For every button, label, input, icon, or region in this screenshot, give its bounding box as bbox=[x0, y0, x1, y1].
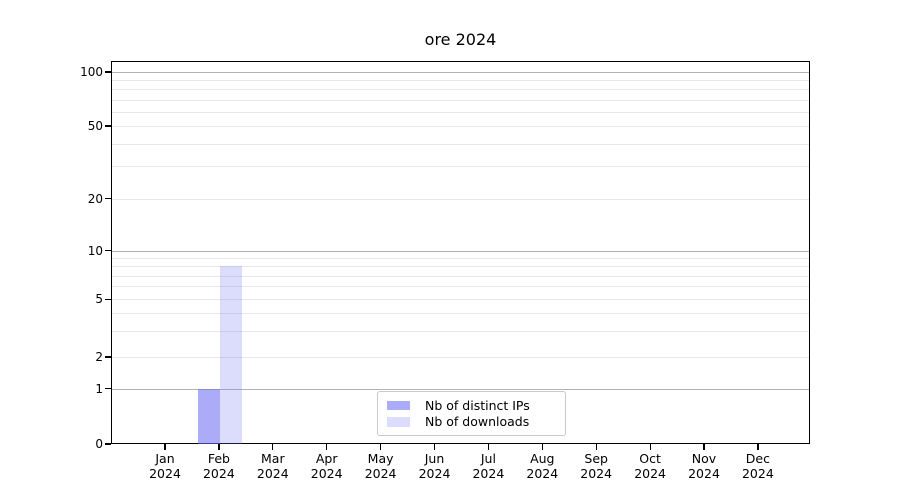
y-gridline-90 bbox=[112, 80, 809, 82]
x-tick-feb bbox=[218, 444, 220, 450]
y-tick-label-0: 0 bbox=[95, 437, 103, 451]
legend-swatch-distinct-ips bbox=[387, 400, 410, 410]
legend-swatch-downloads bbox=[387, 417, 410, 427]
x-label-year: 2024 bbox=[310, 465, 343, 481]
y-gridline-5 bbox=[112, 299, 809, 301]
x-tick-jul bbox=[487, 444, 490, 450]
x-label-year: 2024 bbox=[526, 465, 559, 481]
x-tick-label-oct: Oct 2024 bbox=[623, 451, 677, 481]
y-tick-label-1: 1 bbox=[95, 381, 103, 396]
x-tick-label-sep: Sep 2024 bbox=[569, 451, 623, 481]
x-label-year: 2024 bbox=[418, 465, 451, 481]
x-label-month: Jun bbox=[424, 451, 445, 466]
x-label-year: 2024 bbox=[634, 465, 666, 481]
legend-item-distinct-ips: Nb of distinct IPs bbox=[387, 398, 556, 413]
y-tick-label-100: 100 bbox=[80, 65, 103, 79]
y-tick-label-50: 50 bbox=[87, 119, 103, 133]
x-tick-jun bbox=[433, 444, 436, 450]
x-label-month: Aug bbox=[530, 451, 555, 466]
y-gridline-20 bbox=[112, 198, 809, 200]
legend: Nb of distinct IPs Nb of downloads bbox=[377, 391, 566, 436]
y-gridline-7 bbox=[112, 275, 809, 277]
x-label-month: Apr bbox=[315, 451, 338, 466]
x-tick-label-jul: Jul 2024 bbox=[461, 451, 515, 481]
x-label-month: Mar bbox=[261, 451, 285, 466]
x-tick-jan bbox=[164, 444, 166, 450]
x-label-year: 2024 bbox=[364, 465, 397, 481]
chart-title: ore 2024 bbox=[424, 30, 497, 49]
x-label-month: Jul bbox=[480, 451, 496, 466]
y-gridline-40 bbox=[112, 143, 809, 145]
y-tick-label-20: 20 bbox=[87, 191, 103, 206]
y-gridline-8 bbox=[112, 266, 809, 268]
x-label-month: Nov bbox=[691, 451, 717, 466]
x-label-year: 2024 bbox=[741, 465, 774, 481]
y-tick-2 bbox=[105, 356, 111, 358]
y-gridline-80 bbox=[112, 89, 809, 91]
y-gridline-60 bbox=[112, 111, 809, 113]
x-label-month: Sep bbox=[584, 451, 608, 466]
y-gridline-3 bbox=[112, 331, 809, 333]
bar-distinct-ips bbox=[198, 388, 220, 444]
y-gridline-100 bbox=[112, 72, 809, 73]
y-gridline-6 bbox=[112, 286, 809, 288]
x-tick-label-may: May 2024 bbox=[354, 451, 408, 481]
y-tick-50 bbox=[105, 125, 111, 127]
x-label-month: May bbox=[367, 451, 394, 466]
legend-label-distinct-ips: Nb of distinct IPs bbox=[425, 397, 530, 413]
x-tick-label-jan: Jan 2024 bbox=[138, 451, 192, 481]
y-gridline-30 bbox=[112, 166, 809, 168]
y-tick-0 bbox=[105, 443, 111, 445]
x-tick-label-mar: Mar 2024 bbox=[246, 451, 300, 481]
x-tick-nov bbox=[703, 444, 705, 450]
y-tick-100 bbox=[105, 71, 111, 73]
x-tick-oct bbox=[649, 444, 651, 450]
plot-area bbox=[111, 61, 810, 444]
y-tick-label-2: 2 bbox=[95, 350, 103, 364]
x-tick-label-aug: Aug 2024 bbox=[515, 451, 569, 481]
x-label-year: 2024 bbox=[688, 465, 720, 481]
y-gridline-70 bbox=[112, 99, 809, 101]
x-tick-aug bbox=[541, 444, 543, 450]
x-label-year: 2024 bbox=[580, 465, 613, 481]
x-label-month: Jan bbox=[155, 451, 175, 466]
y-tick-20 bbox=[105, 197, 111, 200]
legend-label-downloads: Nb of downloads bbox=[425, 414, 530, 430]
y-tick-label-10: 10 bbox=[87, 243, 103, 258]
x-tick-label-nov: Nov 2024 bbox=[677, 451, 731, 481]
y-gridline-1 bbox=[112, 388, 809, 390]
legend-item-downloads: Nb of downloads bbox=[387, 414, 556, 429]
y-tick-1 bbox=[105, 387, 111, 390]
x-label-month: Feb bbox=[207, 451, 230, 466]
y-gridline-9 bbox=[112, 257, 809, 259]
y-gridline-50 bbox=[112, 126, 809, 127]
x-tick-dec bbox=[757, 444, 759, 450]
x-label-year: 2024 bbox=[256, 465, 289, 481]
x-tick-label-dec: Dec 2024 bbox=[731, 451, 785, 481]
x-tick-sep bbox=[595, 444, 597, 450]
x-label-year: 2024 bbox=[149, 465, 181, 481]
y-tick-10 bbox=[105, 249, 111, 252]
x-label-year: 2024 bbox=[202, 465, 235, 481]
x-tick-mar bbox=[272, 444, 274, 450]
x-label-month: Dec bbox=[745, 451, 770, 466]
y-gridline-10 bbox=[112, 250, 809, 252]
x-label-month: Oct bbox=[639, 451, 661, 466]
x-label-year: 2024 bbox=[472, 465, 505, 481]
x-tick-label-feb: Feb 2024 bbox=[192, 451, 246, 481]
y-gridline-2 bbox=[112, 357, 809, 358]
x-tick-may bbox=[380, 444, 382, 450]
x-tick-label-apr: Apr 2024 bbox=[300, 451, 354, 481]
y-tick-5 bbox=[105, 298, 111, 300]
y-gridline-4 bbox=[112, 313, 809, 315]
bar-downloads bbox=[220, 266, 242, 444]
x-tick-apr bbox=[326, 444, 328, 450]
x-tick-label-jun: Jun 2024 bbox=[408, 451, 462, 481]
y-tick-label-5: 5 bbox=[95, 292, 103, 307]
